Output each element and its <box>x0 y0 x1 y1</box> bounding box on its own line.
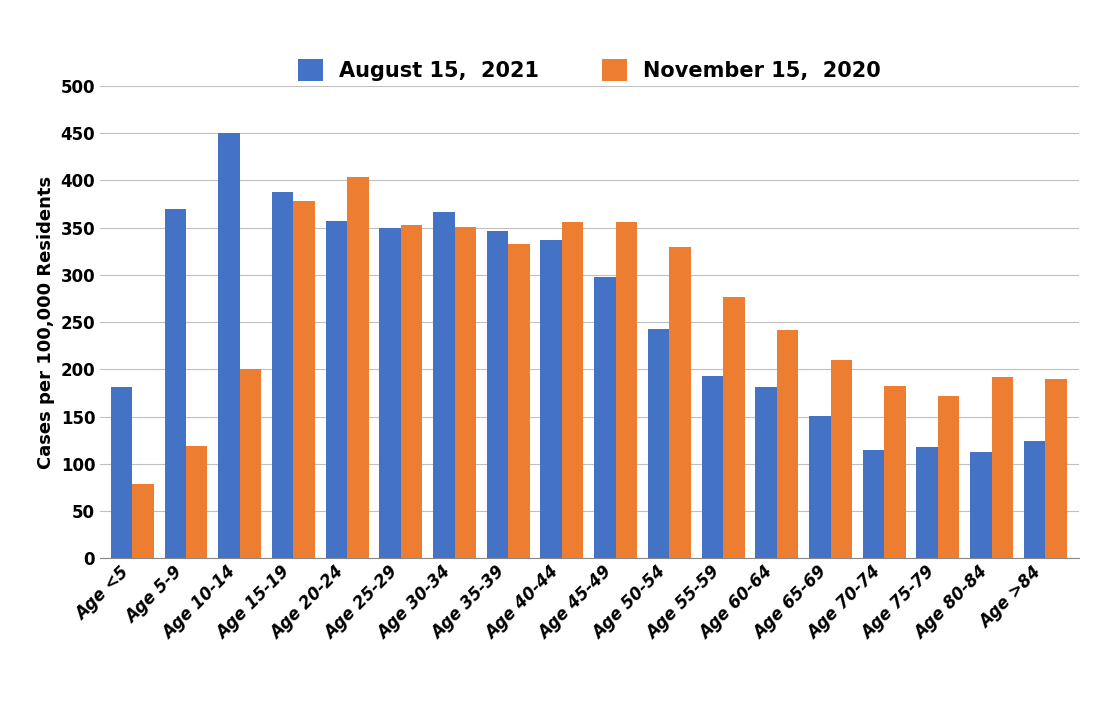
Bar <box>379 228 400 558</box>
Bar <box>831 360 852 558</box>
Bar <box>487 231 508 558</box>
Bar <box>508 243 529 558</box>
Bar <box>884 385 905 558</box>
Bar <box>400 225 423 558</box>
Bar <box>326 221 347 558</box>
Bar <box>294 201 315 558</box>
Bar <box>186 446 208 558</box>
Y-axis label: Cases per 100,000 Residents: Cases per 100,000 Residents <box>37 175 54 469</box>
Bar <box>648 329 669 558</box>
Bar <box>455 227 476 558</box>
Bar <box>594 277 616 558</box>
Bar <box>992 377 1013 558</box>
Bar <box>863 450 884 558</box>
Bar <box>1045 379 1066 558</box>
Bar <box>433 212 455 558</box>
Bar <box>669 246 691 558</box>
Bar <box>723 296 745 558</box>
Legend: August 15,  2021, November 15,  2020: August 15, 2021, November 15, 2020 <box>287 49 892 92</box>
Bar <box>937 396 960 558</box>
Bar <box>240 369 261 558</box>
Bar <box>616 222 637 558</box>
Bar <box>810 416 831 558</box>
Bar <box>540 240 562 558</box>
Bar <box>777 330 798 558</box>
Bar <box>916 447 937 558</box>
Bar <box>165 209 186 558</box>
Bar <box>702 376 723 558</box>
Bar <box>272 192 294 558</box>
Bar <box>347 177 368 558</box>
Bar <box>970 452 992 558</box>
Bar <box>562 222 584 558</box>
Bar <box>1024 441 1045 558</box>
Bar <box>111 387 132 558</box>
Bar <box>132 484 153 558</box>
Bar <box>218 133 240 558</box>
Bar <box>755 387 777 558</box>
